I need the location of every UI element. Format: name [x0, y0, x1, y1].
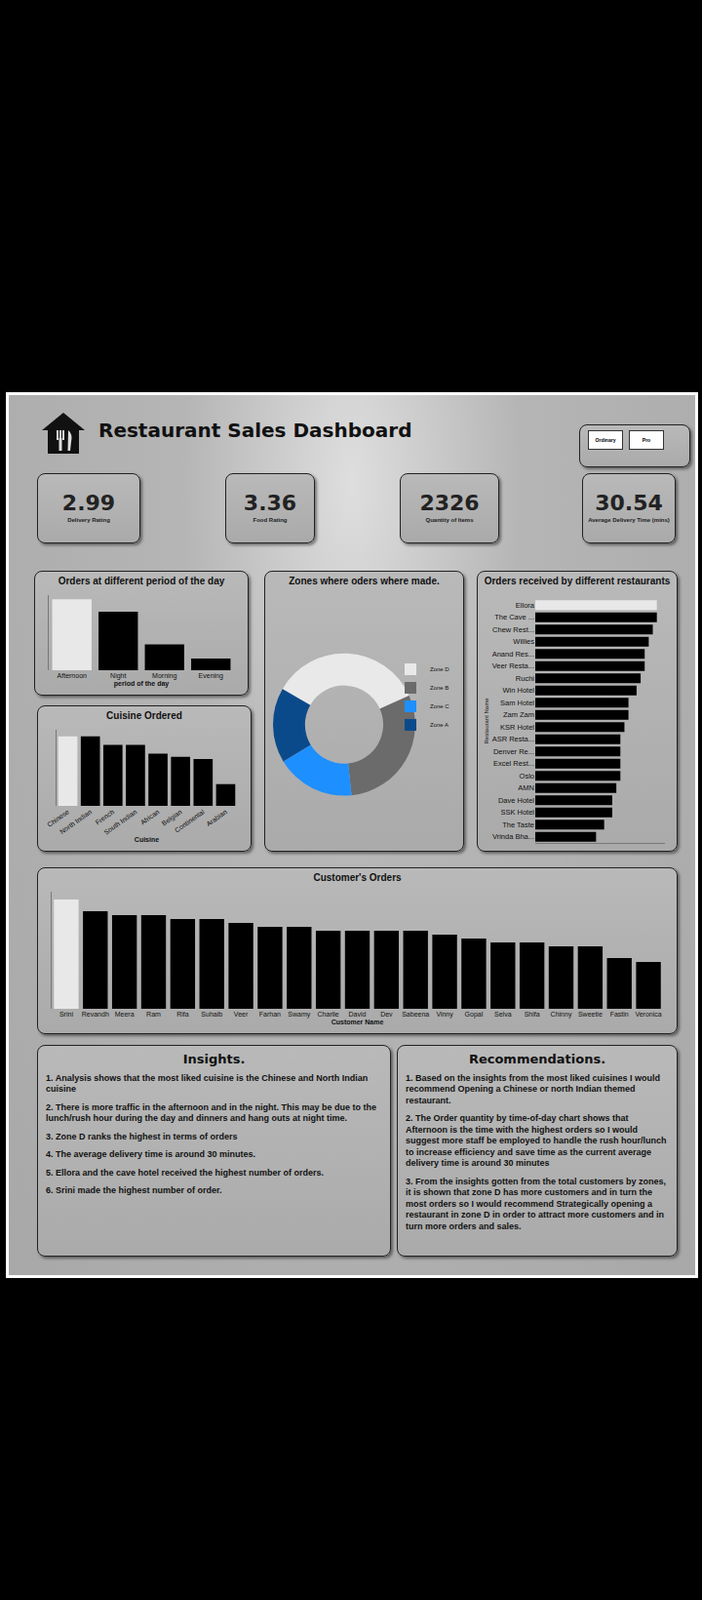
svg-text:Ellora: Ellora — [515, 600, 536, 610]
svg-text:Veronica: Veronica — [634, 1010, 662, 1017]
html-text:2.99: 2.99 — [62, 490, 116, 515]
svg-text:The Cave ...: The Cave ... — [494, 612, 535, 622]
html-text:Quantity of Items: Quantity of Items — [425, 516, 474, 523]
svg-text:Suhaib: Suhaib — [200, 1010, 223, 1017]
svg-text:Arabian: Arabian — [204, 807, 229, 827]
svg-text:Shifa: Shifa — [524, 1010, 541, 1017]
html-text:3. From the insights gotten fr: 3. From the insights gotten from the tot… — [405, 1175, 666, 1231]
svg-text:Customer's Orders: Customer's Orders — [312, 871, 402, 883]
svg-text:Vinny: Vinny — [435, 1010, 454, 1018]
svg-text:Cuisine Ordered: Cuisine Ordered — [106, 709, 183, 721]
html-text:Insights.: Insights. — [182, 1051, 246, 1066]
svg-text:Excel Rest...: Excel Rest... — [493, 758, 535, 768]
html-text:4. The average delivery time i: 4. The average delivery time is around 3… — [45, 1148, 256, 1159]
svg-text:Continental: Continental — [173, 807, 206, 833]
html-text:2. The Order quantity by time-: 2. The Order quantity by time-of-day cha… — [405, 1112, 667, 1168]
html-text:2. There is more traffic in th: 2. There is more traffic in the afternoo… — [45, 1101, 377, 1123]
svg-text:ASR Resta...: ASR Resta... — [492, 734, 535, 743]
svg-text:Srini: Srini — [59, 1010, 74, 1017]
html-text:1. Based on the insights from: 1. Based on the insights from the most l… — [405, 1072, 661, 1105]
svg-text:Dave Hotel: Dave Hotel — [498, 795, 535, 805]
svg-text:Sweetie: Sweetie — [578, 1010, 603, 1017]
svg-text:Orders at different period of: Orders at different period of the day — [58, 575, 226, 586]
html-text:3. Zone D ranks the highest in: 3. Zone D ranks the highest in terms of … — [45, 1130, 238, 1141]
svg-text:The Taste: The Taste — [502, 819, 535, 829]
svg-text:Anand Res...: Anand Res... — [492, 649, 535, 659]
svg-text:Zone B: Zone B — [429, 684, 449, 691]
svg-text:Ram: Ram — [146, 1010, 161, 1017]
svg-text:Dev: Dev — [380, 1010, 393, 1017]
svg-text:Gopal: Gopal — [465, 1010, 484, 1018]
svg-text:Morning: Morning — [152, 671, 177, 680]
html-text:2326: 2326 — [419, 490, 480, 515]
svg-text:Sabeena: Sabeena — [401, 1010, 429, 1017]
svg-text:Meera: Meera — [115, 1010, 135, 1017]
svg-text:Afternoon: Afternoon — [57, 671, 87, 679]
svg-text:Ruchi: Ruchi — [515, 673, 536, 683]
svg-text:Rifa: Rifa — [176, 1010, 190, 1017]
svg-text:African: African — [139, 807, 161, 825]
svg-text:Revandh: Revandh — [81, 1010, 110, 1017]
svg-text:North Indian: North Indian — [58, 807, 93, 835]
svg-text:Evening: Evening — [198, 671, 224, 680]
html-text:30.54: 30.54 — [594, 490, 663, 515]
html-text:Average Delivery Time (mins): Average Delivery Time (mins) — [588, 516, 670, 523]
svg-text:Fastin: Fastin — [610, 1010, 629, 1017]
html-text:6. Srini made the highest numb: 6. Srini made the highest number of orde… — [45, 1184, 222, 1195]
svg-text:Vrinda Bha...: Vrinda Bha... — [492, 831, 535, 841]
svg-text:Zone D: Zone D — [429, 665, 450, 672]
svg-text:Charlie: Charlie — [317, 1010, 340, 1017]
svg-text:Belgian: Belgian — [160, 807, 185, 827]
svg-text:David: David — [349, 1010, 367, 1017]
svg-text:Veer: Veer — [234, 1010, 249, 1017]
svg-text:Zones where oders where made.: Zones where oders where made. — [288, 575, 440, 586]
svg-text:South Indian: South Indian — [102, 807, 138, 835]
html-text:Pro: Pro — [642, 436, 651, 443]
svg-text:Zam Zam: Zam Zam — [503, 709, 535, 719]
svg-text:Win Hotel: Win Hotel — [502, 685, 535, 695]
html-text:Ordinary: Ordinary — [595, 436, 616, 443]
svg-text:period of the day: period of the day — [114, 679, 170, 688]
svg-text:AMN: AMN — [517, 782, 535, 792]
html-text:Recommendations.: Recommendations. — [468, 1051, 606, 1066]
svg-text:Zone A: Zone A — [429, 721, 449, 728]
svg-text:Swamy: Swamy — [287, 1010, 311, 1018]
svg-text:Restaurant Name: Restaurant Name — [483, 697, 490, 744]
svg-text:Chinny: Chinny — [550, 1010, 573, 1018]
html-text:1. Analysis shows that the mos: 1. Analysis shows that the most liked cu… — [45, 1072, 368, 1094]
svg-text:Veer Resta...: Veer Resta... — [492, 661, 535, 670]
svg-text:Chew Rest...: Chew Rest... — [492, 624, 535, 634]
svg-text:Sam Hotel: Sam Hotel — [500, 698, 535, 707]
svg-text:French: French — [94, 807, 117, 825]
svg-text:KSR Hotel: KSR Hotel — [500, 722, 535, 732]
svg-text:Zone C: Zone C — [429, 702, 450, 709]
html-text:Delivery Rating: Delivery Rating — [67, 516, 110, 523]
svg-text:Farhan: Farhan — [259, 1010, 281, 1017]
svg-text:Oslo: Oslo — [519, 771, 535, 780]
svg-text:Selva: Selva — [494, 1010, 512, 1017]
svg-text:SSK Hotel: SSK Hotel — [500, 807, 535, 817]
svg-text:Denver Re...: Denver Re... — [493, 746, 535, 756]
svg-text:Chinese: Chinese — [45, 807, 71, 828]
svg-text:Orders received by different r: Orders received by different restaurants — [484, 575, 671, 586]
html-text:Food Rating: Food Rating — [253, 516, 288, 523]
html-text:3.36: 3.36 — [243, 490, 297, 515]
svg-text:Night: Night — [110, 671, 126, 680]
html-text:Restaurant Sales Dashboard: Restaurant Sales Dashboard — [98, 418, 412, 442]
svg-text:Cuisine: Cuisine — [134, 835, 159, 843]
svg-text:Customer Name: Customer Name — [331, 1017, 385, 1025]
svg-text:Willies: Willies — [512, 636, 535, 646]
html-text:5. Ellora and the cave hotel r: 5. Ellora and the cave hotel received th… — [45, 1166, 324, 1177]
